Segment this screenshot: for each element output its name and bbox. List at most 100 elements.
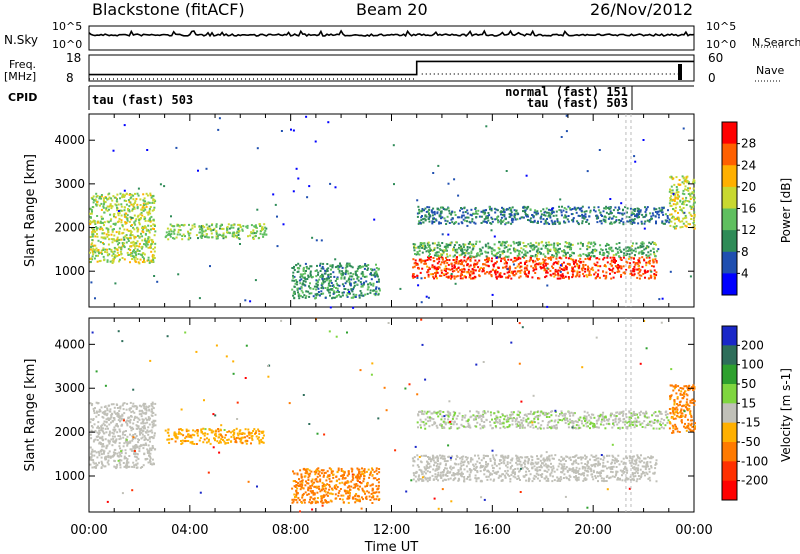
- heatmap-cell: [618, 246, 621, 249]
- heatmap-cell: [449, 466, 452, 469]
- heatmap-cell: [393, 183, 395, 186]
- heatmap-cell: [307, 274, 310, 277]
- heatmap-cell: [353, 483, 356, 486]
- heatmap-cell: [557, 262, 560, 265]
- heatmap-cell: [524, 272, 526, 275]
- heatmap-cell: [584, 270, 587, 273]
- heatmap-cell: [537, 247, 540, 250]
- heatmap-cell: [630, 272, 633, 275]
- heatmap-cell: [441, 216, 444, 219]
- heatmap-cell: [364, 492, 366, 495]
- heatmap-cell: [458, 247, 461, 250]
- heatmap-cell: [92, 407, 95, 410]
- heatmap-cell: [650, 270, 653, 273]
- heatmap-cell: [519, 257, 522, 260]
- heatmap-cell: [526, 213, 529, 216]
- heatmap-cell: [646, 270, 649, 273]
- heatmap-cell: [463, 275, 466, 277]
- heatmap-cell: [110, 421, 112, 424]
- heatmap-cell: [470, 277, 473, 280]
- heatmap-cell: [515, 461, 518, 464]
- heatmap-cell: [151, 201, 154, 204]
- heatmap-cell: [110, 455, 113, 458]
- heatmap-cell: [420, 301, 423, 304]
- heatmap-cell: [608, 267, 611, 270]
- heatmap-cell: [238, 229, 241, 232]
- heatmap-cell: [490, 229, 493, 232]
- heatmap-cell: [445, 208, 448, 211]
- heatmap-cell: [341, 294, 344, 297]
- heatmap-cell: [657, 248, 660, 251]
- heatmap-cell: [641, 213, 644, 216]
- heatmap-cell: [372, 477, 375, 480]
- heatmap-cell: [493, 249, 496, 252]
- heatmap-cell: [202, 427, 205, 430]
- heatmap-cell: [463, 259, 466, 262]
- heatmap-cell: [106, 409, 109, 412]
- heatmap-cell: [92, 440, 95, 443]
- heatmap-cell: [441, 261, 443, 264]
- heatmap-cell: [641, 465, 644, 468]
- heatmap-cell: [537, 263, 540, 266]
- heatmap-cell: [257, 237, 260, 240]
- heatmap-cell: [133, 228, 136, 231]
- heatmap-cell: [151, 447, 154, 450]
- heatmap-cell: [516, 265, 519, 268]
- heatmap-cell: [237, 228, 240, 231]
- heatmap-cell: [460, 207, 462, 209]
- heatmap-cell: [456, 248, 459, 251]
- heatmap-cell: [239, 429, 242, 432]
- heatmap-cell: [376, 275, 379, 278]
- heatmap-cell: [342, 470, 344, 473]
- heatmap-cell: [665, 220, 668, 223]
- heatmap-cell: [128, 220, 131, 223]
- heatmap-cell: [448, 209, 451, 212]
- heatmap-cell: [375, 267, 378, 269]
- heatmap-cell: [672, 198, 675, 201]
- heatmap-cell: [100, 453, 103, 456]
- heatmap-cell: [362, 283, 365, 286]
- heatmap-cell: [566, 245, 569, 248]
- heatmap-cell: [495, 256, 498, 259]
- colorbar-swatch-power: [722, 165, 737, 188]
- heatmap-cell: [432, 207, 435, 210]
- heatmap-cell: [180, 440, 182, 442]
- heatmap-cell: [118, 410, 121, 413]
- heatmap-cell: [142, 193, 145, 196]
- heatmap-cell: [503, 251, 506, 253]
- heatmap-cell: [341, 498, 344, 501]
- heatmap-cell: [142, 228, 145, 231]
- heatmap-cell: [96, 233, 98, 235]
- heatmap-cell: [551, 212, 553, 215]
- heatmap-cell: [314, 501, 317, 504]
- heatmap-cell: [356, 479, 359, 482]
- heatmap-cell: [118, 232, 121, 235]
- heatmap-cell: [144, 219, 147, 222]
- heatmap-cell: [597, 206, 600, 209]
- heatmap-cell: [458, 244, 461, 246]
- heatmap-cell: [149, 228, 152, 231]
- heatmap-cell: [622, 223, 625, 226]
- y-tick-label: 2000: [54, 221, 85, 235]
- heatmap-cell: [95, 415, 98, 418]
- heatmap-cell: [128, 465, 131, 468]
- heatmap-cell: [581, 244, 584, 247]
- heatmap-cell: [304, 278, 307, 281]
- heatmap-cell: [570, 213, 573, 216]
- heatmap-cell: [419, 242, 422, 244]
- heatmap-cell: [494, 273, 497, 276]
- heatmap-cell: [265, 233, 268, 236]
- heatmap-cell: [643, 269, 646, 272]
- heatmap-cell: [620, 250, 622, 253]
- heatmap-cell: [475, 255, 478, 258]
- heatmap-cell: [569, 248, 571, 251]
- heatmap-cell: [123, 189, 126, 192]
- heatmap-cell: [177, 231, 180, 234]
- heatmap-cell: [311, 478, 314, 481]
- heatmap-cell: [293, 498, 296, 501]
- heatmap-cell: [454, 248, 457, 251]
- heatmap-cell: [442, 473, 445, 476]
- heatmap-cell: [125, 212, 128, 215]
- heatmap-cell: [443, 249, 446, 252]
- heatmap-cell: [472, 270, 475, 273]
